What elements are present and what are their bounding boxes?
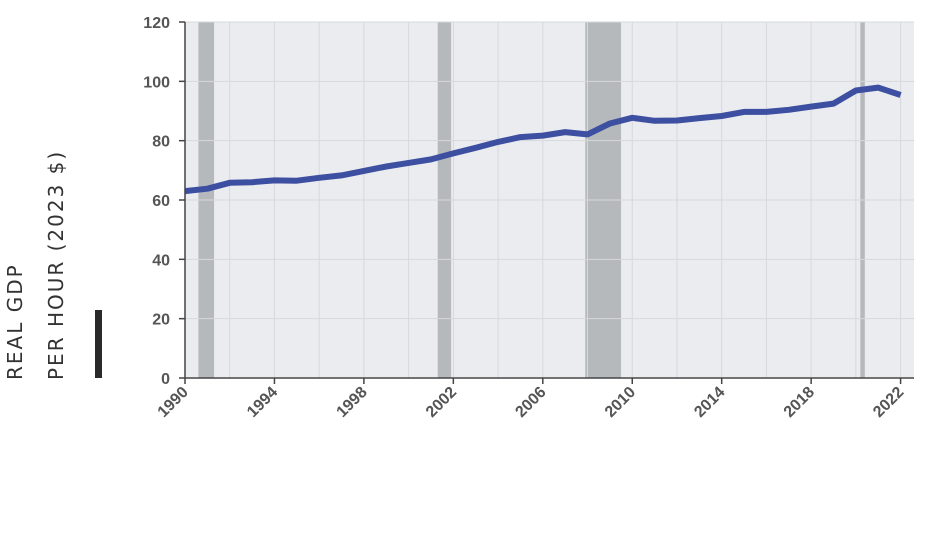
y-tick-label: 60 [152, 193, 170, 210]
x-tick-label: 2022 [870, 384, 907, 421]
x-tick-labels: 1990 1994 1998 2002 2006 2010 2014 2018 2022 [155, 378, 907, 421]
y-tick-label: 20 [152, 312, 170, 329]
series-layer [184, 84, 902, 195]
x-tick-label: 1994 [244, 384, 281, 421]
y-tick-labels: 0 20 40 60 80 100 120 [143, 15, 185, 388]
x-tick-label: 2006 [512, 384, 549, 421]
y-axis-label-line1: REAL GDP [3, 263, 27, 380]
x-tick-label: 2014 [691, 384, 728, 421]
y-tick-label: 120 [143, 15, 170, 32]
y-tick-label: 40 [152, 252, 170, 269]
y-tick-label: 0 [161, 371, 170, 388]
x-tick-label: 2002 [423, 384, 460, 421]
y-tick-label: 80 [152, 134, 170, 151]
y-axis-label-line2: PER HOUR (2023 $) [44, 149, 68, 380]
series-line [184, 84, 902, 195]
x-tick-label: 1990 [155, 384, 192, 421]
y-tick-label: 100 [143, 74, 170, 91]
y-axis-label-marker [95, 310, 102, 378]
gridlines [184, 21, 914, 378]
x-tick-label: 2018 [781, 384, 818, 421]
x-tick-label: 2010 [602, 384, 639, 421]
x-tick-label: 1998 [334, 384, 371, 421]
